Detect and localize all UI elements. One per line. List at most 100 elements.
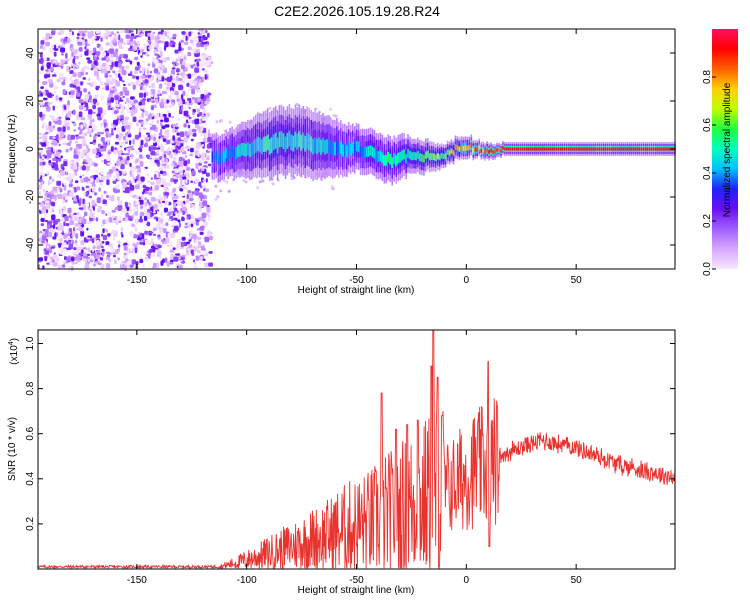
noise-cell xyxy=(204,262,209,268)
noise-cell xyxy=(82,77,86,80)
noise-speckle xyxy=(225,180,229,184)
noise-cell xyxy=(59,73,64,78)
noise-cell xyxy=(152,211,156,214)
noise-cell xyxy=(101,210,105,215)
noise-cell xyxy=(91,200,96,206)
noise-cell xyxy=(59,131,65,138)
noise-cell xyxy=(70,134,75,140)
noise-cell xyxy=(79,88,85,91)
noise-cell xyxy=(91,238,95,244)
noise-cell xyxy=(103,190,107,194)
noise-cell xyxy=(133,99,138,104)
noise-cell xyxy=(40,203,45,208)
track-cell xyxy=(632,147,635,151)
track-cell xyxy=(314,137,316,153)
noise-cell xyxy=(155,198,159,202)
track-cell xyxy=(545,147,548,151)
noise-cell xyxy=(190,249,194,255)
noise-cell xyxy=(62,166,65,171)
noise-cell xyxy=(174,90,179,96)
noise-cell xyxy=(121,69,127,76)
noise-cell xyxy=(189,220,195,224)
noise-cell xyxy=(194,47,198,50)
noise-cell xyxy=(132,214,136,218)
noise-cell xyxy=(69,47,74,50)
noise-cell xyxy=(117,188,120,193)
track-cell xyxy=(251,142,253,157)
noise-cell xyxy=(68,31,73,37)
noise-cell xyxy=(139,154,143,159)
noise-cell xyxy=(197,244,201,249)
noise-cell xyxy=(105,218,109,224)
noise-cell xyxy=(58,45,61,49)
snr-xtick-label: 0 xyxy=(464,575,470,586)
noise-cell xyxy=(186,100,189,105)
noise-cell xyxy=(198,216,204,221)
track-cell xyxy=(466,145,469,151)
noise-cell xyxy=(130,35,136,39)
noise-cell xyxy=(84,46,87,50)
track-cell xyxy=(286,133,289,149)
noise-cell xyxy=(98,187,101,192)
noise-cell xyxy=(129,249,133,252)
noise-cell xyxy=(113,36,119,41)
noise-cell xyxy=(191,48,196,55)
noise-cell xyxy=(148,146,152,152)
noise-cell xyxy=(140,86,143,91)
noise-cell xyxy=(69,75,73,81)
noise-cell xyxy=(184,101,187,105)
noise-cell xyxy=(182,210,185,216)
snr-scale-close: ) xyxy=(9,338,20,341)
noise-cell xyxy=(172,61,177,65)
colorbar-tick-label: 0.2 xyxy=(702,214,713,228)
noise-cell xyxy=(88,195,93,199)
noise-cell xyxy=(197,151,200,158)
noise-cell xyxy=(175,253,180,256)
noise-cell xyxy=(142,51,146,55)
noise-cell xyxy=(80,81,83,86)
track-cell xyxy=(431,153,433,160)
noise-cell xyxy=(112,124,116,129)
noise-cell xyxy=(70,44,74,48)
noise-cell xyxy=(141,112,144,118)
noise-cell xyxy=(86,156,91,163)
noise-cell xyxy=(46,142,50,149)
noise-cell xyxy=(73,148,77,151)
noise-cell xyxy=(162,200,166,204)
noise-cell xyxy=(134,247,138,254)
noise-cell xyxy=(116,31,120,34)
noise-cell xyxy=(96,250,101,254)
noise-cell xyxy=(180,80,186,83)
noise-cell xyxy=(165,222,169,226)
noise-cell xyxy=(66,126,70,131)
noise-cell xyxy=(89,134,92,137)
track-cell xyxy=(401,150,403,161)
noise-cell xyxy=(144,197,147,201)
noise-cell xyxy=(38,132,42,136)
noise-cell xyxy=(159,51,163,57)
noise-cell xyxy=(179,131,185,138)
noise-cell xyxy=(81,186,84,191)
noise-cell xyxy=(153,73,158,77)
track-cell xyxy=(363,147,366,158)
noise-cell xyxy=(182,90,186,96)
noise-cell xyxy=(43,97,48,101)
noise-cell xyxy=(125,64,129,70)
noise-cell xyxy=(191,128,197,133)
noise-cell xyxy=(185,145,190,149)
noise-cell xyxy=(171,115,174,119)
noise-cell xyxy=(54,190,59,194)
noise-cell xyxy=(178,43,182,47)
noise-cell xyxy=(164,41,169,48)
snr-ylabel: SNR (10 * v/v) xyxy=(7,417,18,481)
noise-cell xyxy=(106,103,110,106)
noise-cell xyxy=(42,45,46,51)
noise-cell xyxy=(92,148,97,155)
noise-cell xyxy=(171,59,175,63)
noise-cell xyxy=(157,79,160,83)
noise-cell xyxy=(206,143,211,149)
noise-cell xyxy=(109,44,115,48)
noise-cell xyxy=(90,49,94,54)
track-cell xyxy=(342,144,344,157)
noise-cell xyxy=(121,80,125,83)
